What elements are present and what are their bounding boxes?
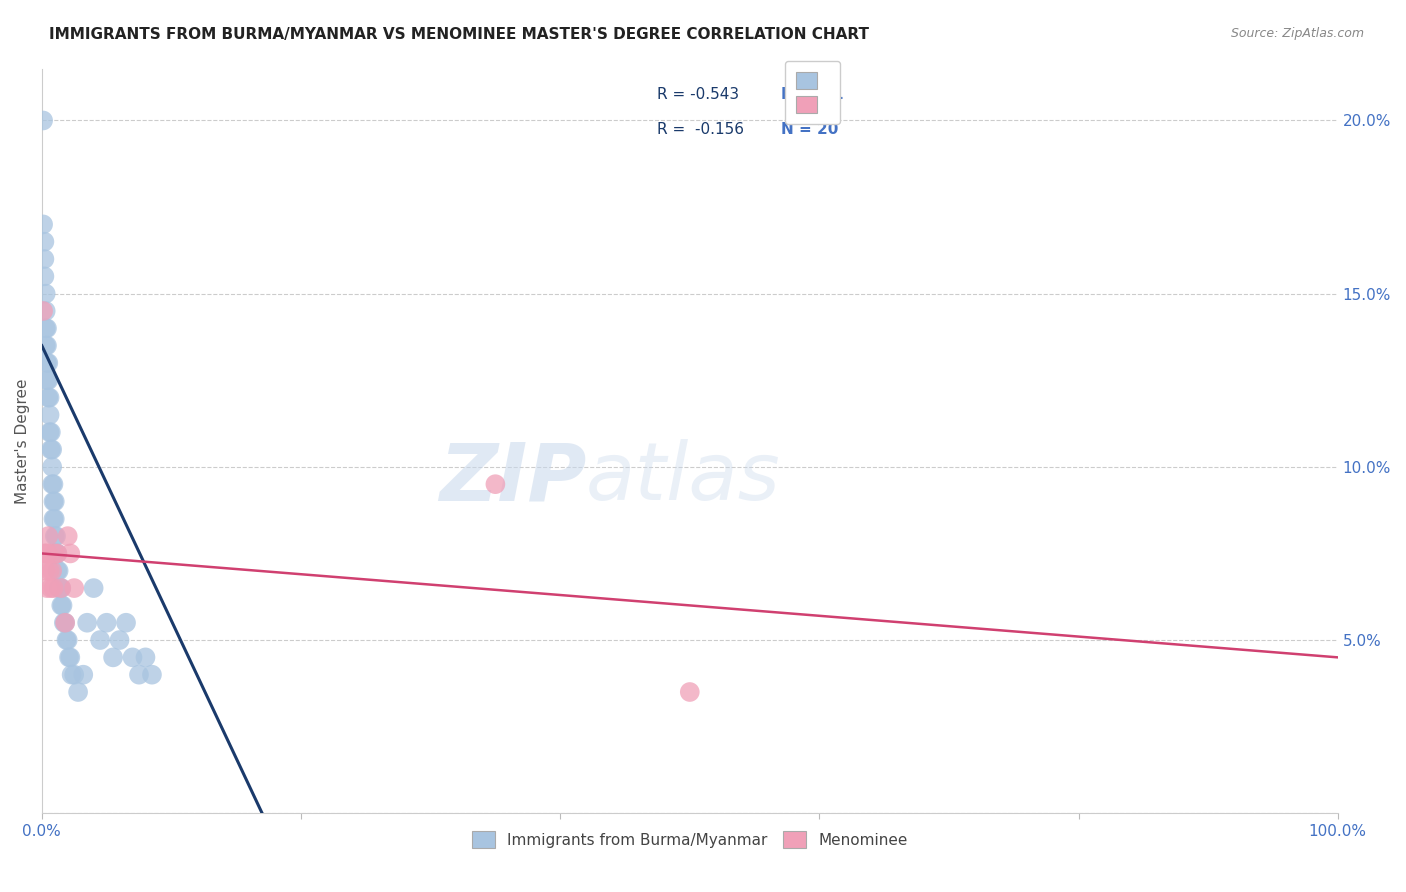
Point [46,564,69,578]
Point [38,408,60,422]
Point [34,338,56,352]
Point [41,477,63,491]
Point [42,512,65,526]
Text: R =  -0.156: R = -0.156 [658,122,744,137]
Point [121,650,143,665]
Point [51,599,73,613]
Point [44,546,66,560]
Point [35,356,58,370]
Point [37,546,59,560]
Text: Source: ZipAtlas.com: Source: ZipAtlas.com [1230,27,1364,40]
Point [38,564,60,578]
Point [35,373,58,387]
Point [45,546,67,560]
Text: N = 20: N = 20 [780,122,838,137]
Point [34,304,56,318]
Point [34,321,56,335]
Point [49,581,72,595]
Point [56,633,79,648]
Point [101,650,124,665]
Point [37,391,59,405]
Point [53,615,76,630]
Point [484,477,506,491]
Point [38,425,60,440]
Point [34,564,56,578]
Point [63,667,86,681]
Point [48,581,70,595]
Point [34,286,56,301]
Point [59,650,82,665]
Point [59,546,82,560]
Point [38,391,60,405]
Text: N =  61: N = 61 [780,87,844,102]
Point [108,633,131,648]
Point [34,546,56,560]
Point [34,235,56,249]
Point [60,667,83,681]
Point [34,269,56,284]
Point [42,494,65,508]
Point [83,581,105,595]
Point [35,581,58,595]
Point [52,615,75,630]
Point [46,546,69,560]
Text: atlas: atlas [586,439,780,517]
Legend: Immigrants from Burma/Myanmar, Menominee: Immigrants from Burma/Myanmar, Menominee [465,825,914,854]
Point [32,218,55,232]
Point [39,581,62,595]
Point [134,650,156,665]
Point [76,615,98,630]
Point [39,442,62,457]
Point [37,529,59,543]
Point [45,529,67,543]
Point [58,650,80,665]
Point [89,633,111,648]
Point [63,581,86,595]
Point [72,667,94,681]
Point [679,685,702,699]
Text: IMMIGRANTS FROM BURMA/MYANMAR VS MENOMINEE MASTER'S DEGREE CORRELATION CHART: IMMIGRANTS FROM BURMA/MYANMAR VS MENOMIN… [49,27,869,42]
Point [35,321,58,335]
Point [51,599,73,613]
Point [37,356,59,370]
Point [32,304,55,318]
Text: R = -0.543: R = -0.543 [658,87,740,102]
Point [51,581,73,595]
Point [42,581,65,595]
Point [48,564,70,578]
Point [39,425,62,440]
Point [34,546,56,560]
Point [44,494,66,508]
Point [41,564,63,578]
Point [46,546,69,560]
Point [53,615,76,630]
Y-axis label: Master's Degree: Master's Degree [15,378,30,504]
Point [42,477,65,491]
Point [37,373,59,387]
Point [141,667,163,681]
Point [128,667,150,681]
Point [35,338,58,352]
Point [55,633,77,648]
Point [44,512,66,526]
Text: ZIP: ZIP [439,439,586,517]
Point [67,685,90,699]
Point [44,529,66,543]
Point [115,615,138,630]
Point [41,442,63,457]
Point [51,581,73,595]
Point [96,615,118,630]
Point [56,529,79,543]
Point [32,113,55,128]
Point [41,459,63,474]
Point [34,252,56,266]
